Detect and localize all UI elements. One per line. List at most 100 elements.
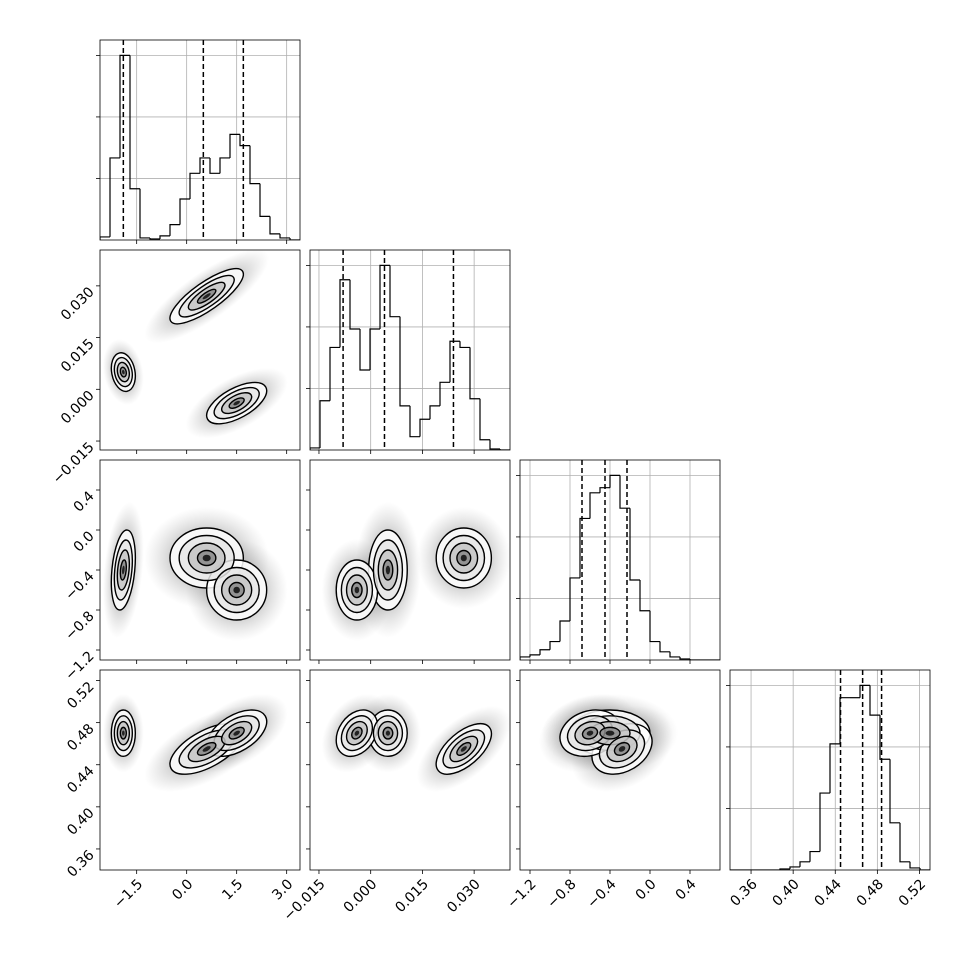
histogram-bin	[319, 400, 330, 448]
histogram-bin	[219, 157, 230, 174]
panel-frame	[519, 459, 721, 661]
histogram-bin	[549, 640, 560, 650]
histogram-bin	[499, 448, 510, 450]
histogram-bin	[869, 685, 880, 716]
histogram-bin	[169, 224, 180, 236]
histogram-bin	[679, 656, 690, 660]
panel-frame	[99, 459, 301, 661]
x-tick-label: 0.36	[727, 876, 760, 909]
density-core	[605, 730, 615, 736]
histogram-bin	[579, 517, 590, 578]
histogram-bin	[100, 236, 110, 240]
histogram-bin	[799, 861, 810, 867]
histogram-panel	[520, 460, 720, 660]
density-core	[354, 586, 360, 594]
histogram-bin	[329, 346, 340, 401]
density-core	[460, 554, 467, 562]
histogram-bin	[199, 157, 210, 174]
histogram-bin	[439, 381, 450, 406]
scatter-panel	[321, 693, 510, 792]
y-tick-label: 0.48	[64, 721, 97, 754]
density-core	[385, 565, 391, 575]
histogram-bin	[269, 216, 280, 235]
y-tick-label: −0.8	[62, 608, 97, 643]
density-core	[202, 293, 211, 300]
histogram-bin	[829, 743, 840, 794]
histogram-bin	[789, 866, 800, 869]
histogram-panel	[100, 40, 300, 240]
histogram-bin	[649, 610, 660, 643]
panel-frame	[309, 669, 511, 871]
density-core	[233, 586, 240, 594]
histogram-bin	[529, 654, 540, 657]
histogram-bin	[179, 198, 190, 225]
y-tick-label: −1.2	[62, 648, 97, 683]
histogram-bin	[589, 492, 600, 519]
panel-frame	[309, 459, 511, 661]
y-tick-label: 0.36	[64, 847, 97, 880]
histogram-bin	[469, 347, 480, 400]
density-core	[586, 730, 594, 736]
histogram-bin	[879, 715, 890, 760]
histogram-bin	[429, 405, 440, 420]
x-tick-label: 0.52	[896, 876, 929, 909]
histogram-bin	[629, 508, 640, 581]
histogram-bin	[149, 237, 160, 240]
histogram-bin	[619, 475, 630, 509]
density-core	[202, 554, 211, 562]
histogram-bin	[279, 233, 290, 239]
histogram-bin	[899, 822, 910, 863]
histogram-bin	[349, 279, 360, 330]
histogram-bin	[559, 620, 570, 642]
y-tick-label: 0.030	[58, 284, 98, 324]
x-tick-label: 0.48	[854, 876, 887, 909]
x-tick-label: 0.030	[444, 876, 484, 916]
density-core	[385, 730, 391, 736]
histogram-bin	[399, 316, 410, 407]
panel-frame	[99, 249, 301, 451]
x-tick-label: 0.0	[633, 876, 660, 903]
histogram-bin	[599, 487, 610, 493]
y-tick-label: −0.015	[50, 439, 98, 487]
scatter-panel	[102, 250, 288, 439]
x-tick-label: 0.0	[169, 876, 196, 903]
histogram-bin	[479, 398, 490, 441]
density-core	[122, 565, 125, 575]
histogram-bin	[159, 235, 170, 239]
y-tick-label: 0.000	[58, 388, 98, 428]
y-tick-label: −0.4	[62, 568, 97, 603]
histogram-bin	[489, 439, 500, 450]
panel-frame	[519, 669, 721, 871]
histogram-bin	[919, 867, 930, 870]
density-core	[122, 730, 125, 736]
histogram-bin	[389, 265, 400, 318]
scatter-panel	[539, 693, 678, 792]
x-tick-label: −1.2	[504, 876, 539, 911]
histogram-bin	[449, 340, 460, 383]
density-core	[460, 746, 467, 752]
x-tick-label: 0.4	[673, 876, 700, 903]
histogram-bin	[659, 641, 670, 653]
histogram-bin	[289, 237, 300, 240]
histogram-bin	[689, 658, 700, 660]
density-core	[233, 400, 240, 406]
histogram-panel	[310, 250, 510, 450]
y-tick-label: 0.52	[64, 679, 97, 712]
histogram-bin	[859, 684, 870, 698]
histogram-bin	[369, 328, 380, 370]
histogram-bin	[609, 474, 620, 488]
density-core	[354, 730, 360, 736]
y-tick-label: 0.0	[71, 528, 98, 555]
histogram-bin	[520, 656, 530, 660]
x-tick-label: −1.5	[111, 876, 146, 911]
x-tick-label: −0.8	[544, 876, 579, 911]
scatter-panel	[102, 693, 288, 792]
x-tick-label: 0.015	[392, 876, 432, 916]
y-tick-label: 0.44	[64, 763, 97, 796]
scatter-panel	[102, 502, 288, 641]
x-tick-label: −0.4	[584, 876, 619, 911]
histogram-bin	[639, 580, 650, 612]
histogram-bin	[259, 183, 270, 218]
histogram-bin	[409, 405, 420, 438]
histogram-bin	[539, 649, 550, 655]
